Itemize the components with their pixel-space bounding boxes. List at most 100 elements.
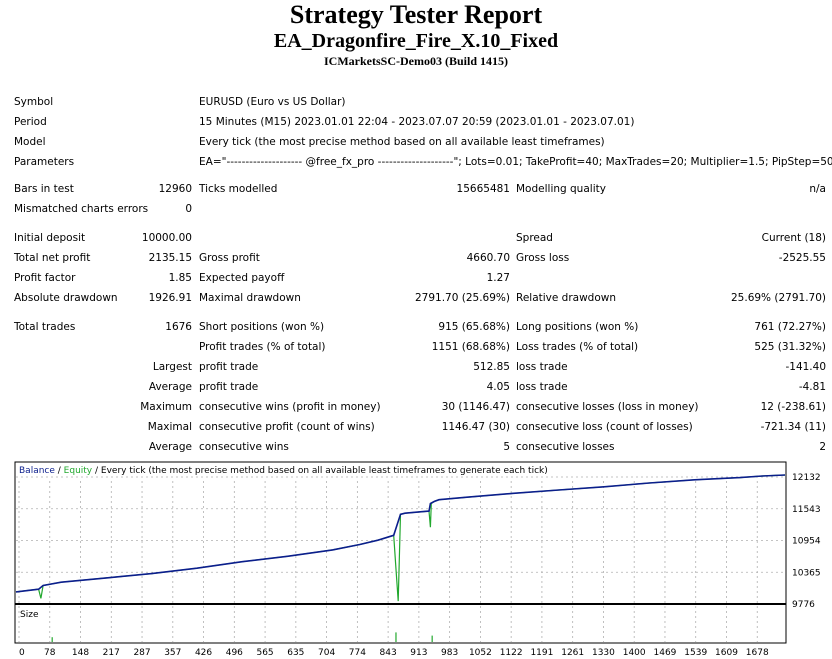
profit-factor-label: Profit factor	[14, 272, 76, 284]
x-tick-label: 1609	[715, 648, 738, 658]
long-positions-label: Long positions (won %)	[516, 321, 639, 333]
net-profit-value: 2135.15	[148, 252, 192, 264]
x-tick-label: 1678	[746, 648, 769, 658]
short-positions-value: 915 (65.68%)	[438, 321, 510, 333]
long-positions-value: 761 (72.27%)	[754, 321, 826, 333]
balance-equity-chart: 12132 11543 10954 10365 9776 0 78 148 217 287 357…	[14, 461, 821, 658]
average-label: Average	[148, 381, 192, 393]
total-trades-label: Total trades	[14, 321, 76, 333]
max-drawdown-label: Maximal drawdown	[199, 292, 301, 304]
server-build: ICMarketsSC-Demo03 (Build 1415)	[324, 54, 508, 68]
chart-legend: Balance / Equity / Every tick (the most …	[19, 466, 548, 476]
mismatch-value: 0	[185, 203, 192, 215]
x-tick-label: 704	[318, 648, 335, 658]
chart-frame	[14, 461, 787, 644]
gross-profit-label: Gross profit	[199, 252, 260, 264]
net-profit-label: Total net profit	[14, 252, 91, 264]
profit-trades-label: Profit trades (% of total)	[199, 341, 326, 353]
largest-label: Largest	[152, 361, 192, 373]
x-tick-label: 913	[410, 648, 427, 658]
symbol-value: EURUSD (Euro vs US Dollar)	[199, 96, 346, 108]
ticks-label: Ticks modelled	[199, 183, 278, 195]
cons-wins-money-value: 30 (1146.47)	[441, 401, 510, 413]
cons-profit-count-value: 1146.47 (30)	[441, 421, 510, 433]
x-tick-label: 287	[133, 648, 150, 658]
largest-profit-label: profit trade	[199, 361, 259, 373]
legend-description: Every tick (the most precise method base…	[101, 466, 548, 476]
x-tick-label: 78	[44, 648, 56, 658]
expected-payoff-value: 1.27	[486, 272, 510, 284]
ticks-value: 15665481	[456, 183, 510, 195]
x-tick-label: 148	[72, 648, 89, 658]
rel-drawdown-value: 25.69% (2791.70)	[731, 292, 826, 304]
cons-wins-money-label: consecutive wins (profit in money)	[199, 401, 381, 413]
size-bars	[51, 632, 433, 642]
abs-drawdown-label: Absolute drawdown	[14, 292, 118, 304]
legend-sep-2: /	[92, 466, 101, 476]
cons-loss-count-label: consecutive loss (count of losses)	[516, 421, 693, 433]
quality-value: n/a	[809, 183, 826, 195]
x-tick-label: 1052	[469, 648, 492, 658]
cons-profit-count-label: consecutive profit (count of wins)	[199, 421, 375, 433]
x-tick-label: 426	[195, 648, 212, 658]
model-label: Model	[14, 136, 46, 148]
legend-sep-1: /	[55, 466, 64, 476]
avg-cons-losses-label: consecutive losses	[516, 441, 615, 453]
chart-grid	[16, 476, 785, 642]
spread-value: Current (18)	[761, 232, 826, 244]
x-tick-label: 635	[287, 648, 304, 658]
bars-label: Bars in test	[14, 183, 74, 195]
loss-trades-value: 525 (31.32%)	[754, 341, 826, 353]
y-axis-labels: 12132 11543 10954 10365 9776	[792, 473, 821, 610]
short-positions-label: Short positions (won %)	[199, 321, 325, 333]
average-cons-label: Average	[148, 441, 192, 453]
max-drawdown-value: 2791.70 (25.69%)	[415, 292, 510, 304]
y-tick-label: 10365	[792, 568, 821, 578]
y-tick-label: 9776	[792, 600, 815, 610]
x-tick-label: 0	[19, 648, 25, 658]
period-value: 15 Minutes (M15) 2023.01.01 22:04 - 2023…	[199, 116, 635, 128]
largest-loss-value: -141.40	[785, 361, 826, 373]
x-tick-label: 565	[256, 648, 273, 658]
mismatch-label: Mismatched charts errors	[14, 203, 149, 215]
legend-equity: Equity	[64, 466, 93, 476]
parameters-value: EA="-------------------- @free_fx_pro --…	[199, 156, 832, 168]
total-trades-value: 1676	[165, 321, 192, 333]
cons-losses-money-label: consecutive losses (loss in money)	[516, 401, 699, 413]
symbol-label: Symbol	[14, 96, 54, 108]
x-tick-label: 1539	[684, 648, 707, 658]
x-tick-label: 983	[441, 648, 458, 658]
y-tick-label: 11543	[792, 505, 821, 515]
expert-name: EA_Dragonfire_Fire_X.10_Fixed	[273, 30, 559, 52]
avg-cons-wins-value: 5	[503, 441, 510, 453]
quality-label: Modelling quality	[516, 183, 606, 195]
size-label: Size	[20, 610, 39, 620]
period-label: Period	[14, 116, 47, 128]
x-axis-labels: 0 78 148 217 287 357 426 496 565 635 704 774 843 913 9…	[19, 648, 769, 658]
x-tick-label: 1191	[530, 648, 553, 658]
x-tick-label: 1122	[500, 648, 523, 658]
expected-payoff-label: Expected payoff	[199, 272, 285, 284]
gross-loss-value: -2525.55	[778, 252, 826, 264]
x-tick-label: 217	[103, 648, 120, 658]
gross-loss-label: Gross loss	[516, 252, 570, 264]
average-profit-value: 4.05	[486, 381, 510, 393]
x-tick-label: 496	[226, 648, 243, 658]
cons-losses-money-value: 12 (-238.61)	[760, 401, 826, 413]
x-tick-label: 1330	[592, 648, 615, 658]
model-value: Every tick (the most precise method base…	[199, 136, 605, 148]
x-tick-label: 1469	[654, 648, 677, 658]
profit-factor-value: 1.85	[168, 272, 192, 284]
cons-loss-count-value: -721.34 (11)	[760, 421, 826, 433]
x-tick-label: 774	[349, 648, 366, 658]
avg-cons-losses-value: 2	[819, 441, 826, 453]
legend-balance: Balance	[19, 466, 55, 476]
avg-cons-wins-label: consecutive wins	[199, 441, 289, 453]
bars-value: 12960	[158, 183, 192, 195]
x-tick-label: 843	[380, 648, 397, 658]
report-title: Strategy Tester Report	[289, 0, 543, 29]
gross-profit-value: 4660.70	[466, 252, 510, 264]
largest-profit-value: 512.85	[473, 361, 510, 373]
initial-deposit-label: Initial deposit	[14, 232, 86, 244]
initial-deposit-value: 10000.00	[141, 232, 192, 244]
